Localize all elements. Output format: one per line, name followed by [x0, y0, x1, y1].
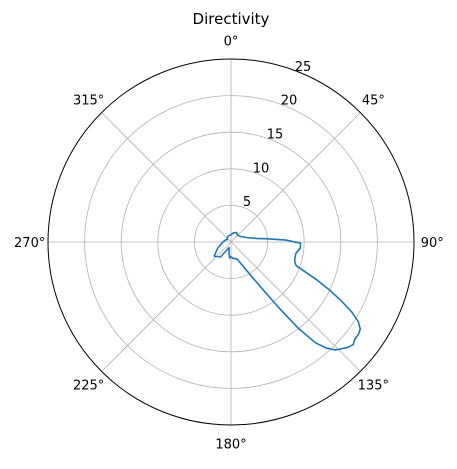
theta-tick-label-270: 270°	[14, 236, 45, 251]
theta-tick-label-225: 225°	[73, 378, 104, 393]
r-tick-label-15: 15	[267, 128, 284, 143]
ring-gridline-20	[84, 95, 378, 389]
r-tick-label-20: 20	[281, 94, 298, 109]
ring-gridline-10	[157, 168, 305, 316]
ring-gridline-15	[120, 131, 342, 353]
polar-frame	[47, 58, 415, 426]
spoke-gridline-315	[101, 112, 232, 243]
r-tick-label-5: 5	[243, 195, 251, 210]
theta-tick-label-315: 315°	[73, 94, 104, 109]
spoke-gridline-45	[230, 112, 361, 243]
directivity-series-line	[213, 231, 362, 351]
chart-title: Directivity	[193, 10, 270, 28]
theta-tick-label-90: 90°	[421, 236, 444, 251]
r-tick-label-25: 25	[295, 60, 312, 75]
r-tick-label-10: 10	[253, 161, 270, 176]
theta-tick-label-45: 45°	[362, 94, 385, 109]
theta-tick-label-180: 180°	[215, 437, 246, 452]
theta-tick-label-0: 0°	[224, 35, 239, 50]
spoke-gridline-225	[101, 241, 232, 372]
theta-tick-label-135: 135°	[358, 378, 389, 393]
ring-gridline-5	[193, 204, 268, 279]
